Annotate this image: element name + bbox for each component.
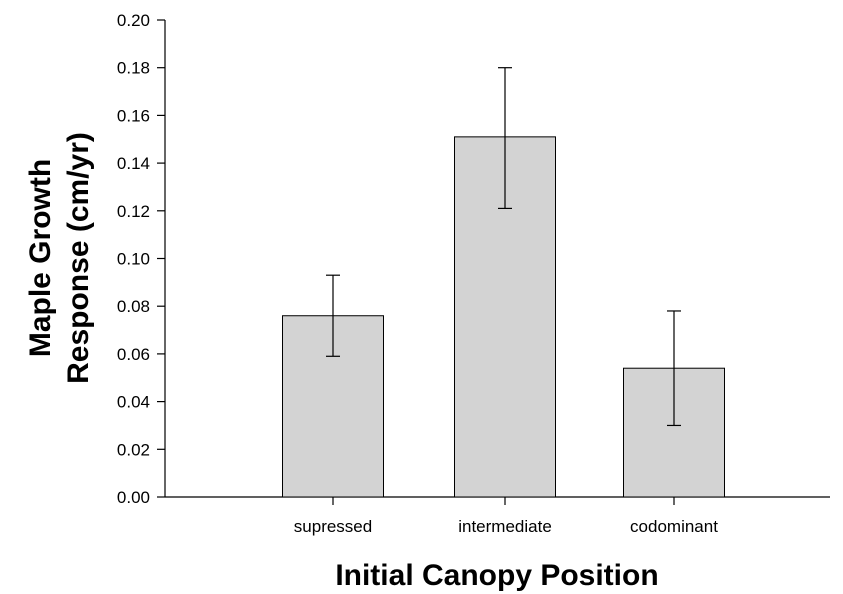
x-tick-label-supressed: supressed <box>294 517 372 536</box>
y-tick-label: 0.00 <box>117 488 150 507</box>
y-ticks: 0.00 0.02 0.04 0.06 0.08 0.10 0.12 0.14 0.16 0.18… <box>117 11 165 507</box>
y-axis-title-line-1: Maple Growth <box>24 159 57 357</box>
y-tick-label: 0.16 <box>117 106 150 125</box>
y-tick-label: 0.12 <box>117 202 150 221</box>
y-tick-label: 0.14 <box>117 154 150 173</box>
x-tick-label-codominant: codominant <box>630 517 718 536</box>
plot-area: 0.00 0.02 0.04 0.06 0.08 0.10 0.12 0.14 0.16 0.18… <box>117 11 830 536</box>
bars <box>282 67 725 498</box>
y-tick-label: 0.08 <box>117 297 150 316</box>
y-tick-label: 0.18 <box>117 59 150 78</box>
y-tick-label: 0.20 <box>117 11 150 30</box>
x-tick-label-intermediate: intermediate <box>458 517 552 536</box>
x-ticks: supressed intermediate codominant <box>294 497 718 536</box>
x-axis-title: Initial Canopy Position <box>335 559 658 592</box>
y-tick-label: 0.04 <box>117 393 150 412</box>
y-tick-label: 0.10 <box>117 250 150 269</box>
y-axis-title-line-2: Response (cm/yr) <box>62 132 95 384</box>
y-tick-label: 0.02 <box>117 440 150 459</box>
y-tick-label: 0.06 <box>117 345 150 364</box>
